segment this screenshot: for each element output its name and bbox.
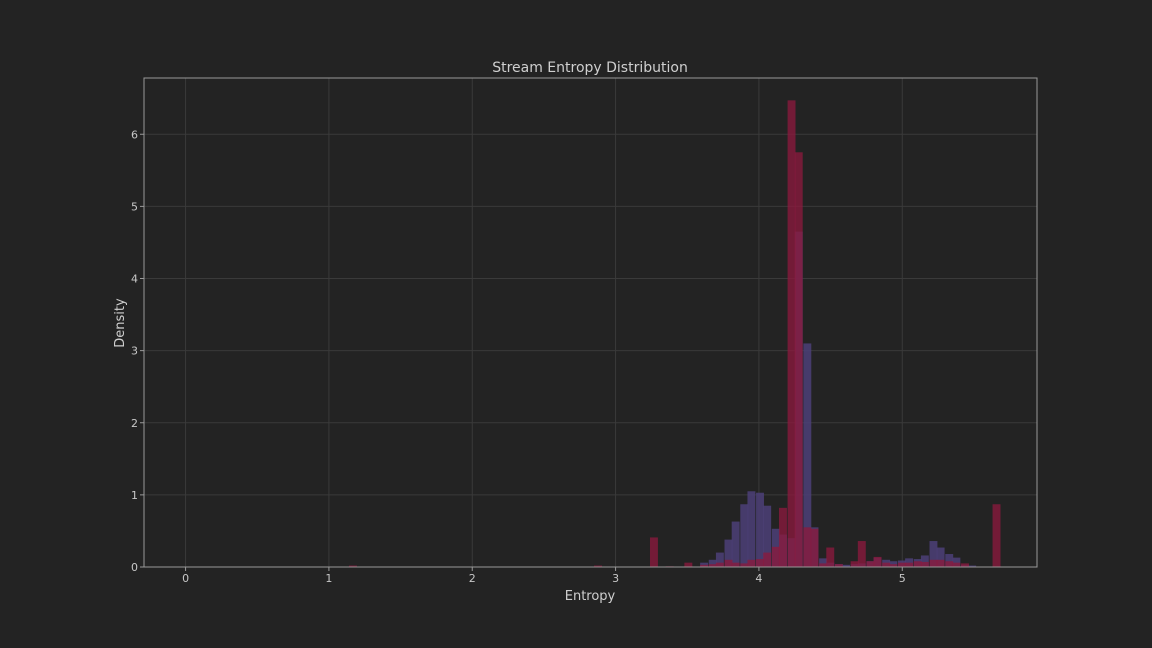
axis-ticks: 0 1 2 3 4 5 0 1 2 3 4 5 6 — [131, 128, 906, 585]
histogram-bar-series-2 — [778, 507, 787, 567]
histogram-bar-series-2 — [936, 559, 945, 567]
y-tick-label: 1 — [131, 489, 138, 502]
y-tick-label: 5 — [131, 200, 138, 213]
histogram-bar-series-2 — [905, 562, 914, 567]
y-tick-label: 4 — [131, 273, 138, 286]
y-tick-label: 2 — [131, 417, 138, 430]
histogram-bar-series-1 — [724, 539, 733, 567]
histogram-bar-series-2 — [649, 537, 658, 567]
histogram-bar-series-2 — [684, 562, 693, 567]
histogram-bar-series-1 — [819, 558, 828, 567]
histogram-bar-series-2 — [961, 563, 969, 567]
histogram-bar-series-2 — [724, 559, 733, 567]
histogram-bar-series-2 — [348, 565, 357, 567]
histogram-bar-series-2 — [731, 562, 740, 567]
histogram-bar-series-2 — [889, 564, 898, 567]
histogram-bar-series-2 — [819, 563, 828, 567]
y-tick-label: 0 — [131, 561, 138, 574]
histogram-bar-series-2 — [803, 527, 812, 567]
histogram-bars — [348, 100, 1001, 568]
histogram-bar-series-1 — [740, 504, 749, 567]
histogram-bar-series-1 — [747, 491, 756, 567]
histogram-bar-series-2 — [715, 562, 724, 567]
histogram-bar-series-2 — [920, 561, 929, 567]
x-tick-label: 2 — [469, 572, 476, 585]
histogram-bar-series-2 — [756, 559, 764, 567]
chart-title: Stream Entropy Distribution — [492, 60, 688, 76]
histogram-bar-series-1 — [763, 505, 772, 567]
histogram-bar-series-2 — [897, 562, 906, 567]
histogram-bar-series-2 — [913, 561, 922, 567]
x-tick-label: 1 — [325, 572, 332, 585]
histogram-bar-series-1 — [968, 565, 977, 567]
histogram-bar-series-2 — [873, 556, 882, 567]
histogram-bar-series-2 — [810, 528, 819, 567]
histogram-bar-series-1 — [708, 559, 717, 567]
histogram-bar-series-1 — [731, 521, 740, 567]
histogram-bar-series-2 — [763, 552, 772, 567]
y-axis-label: Density — [113, 298, 128, 348]
y-tick-label: 6 — [131, 128, 138, 141]
histogram-bar-series-2 — [826, 547, 835, 567]
histogram-bar-series-2 — [945, 561, 954, 567]
histogram-bar-series-2 — [882, 562, 891, 567]
histogram-bar-series-1 — [756, 492, 764, 567]
x-tick-label: 0 — [182, 572, 189, 585]
histogram-bar-series-1 — [952, 557, 961, 567]
histogram-bar-series-2 — [700, 564, 709, 567]
histogram-bar-series-2 — [771, 546, 780, 567]
histogram-bar-series-1 — [920, 555, 929, 567]
histogram-bar-series-2 — [850, 561, 859, 567]
grid-lines — [144, 78, 1037, 568]
y-tick-label: 3 — [131, 345, 138, 358]
histogram-bar-series-2 — [992, 504, 1001, 567]
histogram-bar-series-2 — [952, 562, 961, 567]
histogram-bar-series-2 — [834, 564, 843, 567]
x-axis-label: Entropy — [565, 589, 616, 604]
x-tick-label: 4 — [755, 572, 762, 585]
histogram-bar-series-2 — [594, 565, 603, 567]
histogram-bar-series-1 — [936, 547, 945, 567]
x-tick-label: 3 — [612, 572, 619, 585]
histogram-bar-series-1 — [929, 541, 938, 567]
histogram-bar-series-1 — [842, 564, 850, 567]
histogram-bar-series-1 — [803, 343, 812, 567]
histogram-bar-series-2 — [740, 563, 749, 567]
histogram-bar-series-1 — [945, 554, 954, 567]
histogram-bar-series-2 — [747, 559, 756, 567]
x-tick-label: 5 — [899, 572, 906, 585]
histogram-bar-series-2 — [857, 541, 866, 567]
histogram-bar-series-2 — [929, 559, 938, 567]
histogram-bar-series-1 — [715, 552, 724, 567]
histogram-bar-series-2 — [794, 152, 803, 568]
histogram-bar-series-2 — [787, 100, 796, 568]
histogram-bar-series-2 — [866, 561, 875, 567]
plot-frame — [143, 77, 1038, 568]
histogram-bar-series-2 — [708, 564, 717, 567]
